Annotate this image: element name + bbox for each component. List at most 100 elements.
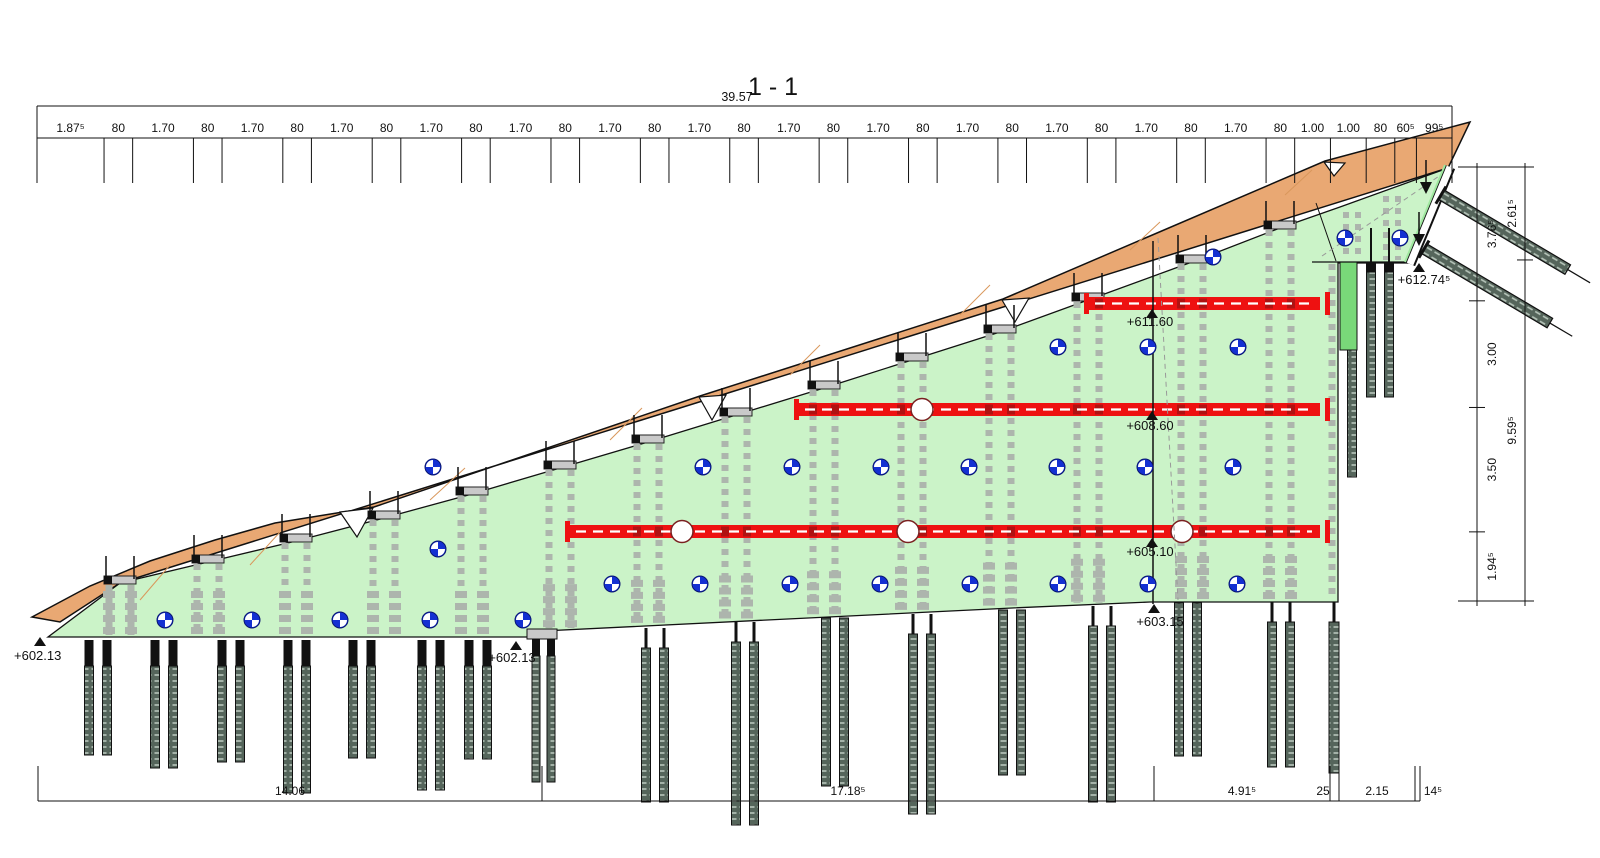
pile-head [301, 640, 311, 666]
dimension-label: 80 [290, 121, 304, 135]
foundation-pile [1267, 621, 1277, 768]
survey-sphere-part [1051, 577, 1058, 584]
survey-sphere-part [523, 620, 530, 627]
pile-head [235, 640, 245, 666]
strut-joint-circle [670, 519, 694, 544]
foundation-pile [1016, 609, 1026, 776]
survey-sphere-part [873, 577, 880, 584]
survey-sphere-icon [872, 458, 890, 476]
terrain-hatch-line [959, 284, 991, 316]
dimension-label: 80 [916, 121, 930, 135]
survey-sphere-part [1226, 460, 1233, 467]
survey-sphere-part [1050, 460, 1057, 467]
survey-sphere-icon [1139, 575, 1157, 593]
top-total-dimension: 39.57 [721, 90, 752, 104]
foundation-pile [417, 665, 427, 791]
dimension-label: 1.70 [420, 121, 444, 135]
dimension-label: 80 [112, 121, 126, 135]
strut-pile-joint [831, 404, 839, 415]
survey-sphere-icon [871, 575, 889, 593]
foundation-pile [435, 665, 445, 791]
pile-head [1366, 263, 1376, 272]
dimension-label: 2.61⁵ [1505, 199, 1519, 227]
survey-sphere-part [1238, 347, 1245, 354]
survey-sphere-part [963, 577, 970, 584]
foundation-pile [168, 665, 178, 769]
dimension-label: 14⁵ [1424, 784, 1442, 798]
survey-sphere-icon [156, 611, 174, 629]
pile-head [102, 640, 112, 666]
foundation-pile [821, 617, 831, 787]
survey-sphere-part [1057, 467, 1064, 474]
strut-end-cap [1325, 398, 1330, 421]
pile-cap-anchor [1264, 221, 1272, 229]
excavation-boundary-dashed [1157, 237, 1179, 601]
pile-cap-anchor [456, 487, 464, 495]
survey-sphere-part [1393, 231, 1400, 238]
survey-sphere-part [1230, 577, 1237, 584]
pile-head [482, 640, 492, 666]
strut-joint-circle [896, 519, 920, 544]
dimension-label: 99⁵ [1425, 121, 1443, 135]
pile-cap-anchor [544, 461, 552, 469]
dimension-label: 1.70 [866, 121, 890, 135]
dimension-label: 1.70 [688, 121, 712, 135]
survey-sphere-part [158, 613, 165, 620]
survey-sphere-part [1148, 347, 1155, 354]
pile-cap-anchor [632, 435, 640, 443]
elevation-triangle [34, 637, 46, 646]
survey-sphere-part [433, 467, 440, 474]
survey-sphere-part [1206, 250, 1213, 257]
foundation-pile [531, 655, 541, 783]
strut-end-cap [1325, 292, 1330, 315]
pile-head [547, 639, 555, 656]
elevation-triangle [1413, 263, 1425, 272]
elevation-triangle [510, 641, 522, 650]
dimension-label: 14.06 [275, 784, 305, 798]
survey-sphere-part [783, 577, 790, 584]
foundation-pile [1384, 271, 1394, 398]
terrain-hatch-line [1284, 169, 1313, 196]
anchor-head-plate [1417, 239, 1431, 259]
dimension-label: 9.59⁵ [1505, 416, 1519, 444]
foundation-pile [102, 665, 112, 756]
survey-sphere-icon [1136, 458, 1154, 476]
survey-sphere-icon [424, 458, 442, 476]
elevation-label: +611.60 [1127, 314, 1173, 329]
dimension-label: 1.70 [330, 121, 354, 135]
survey-sphere-part [1231, 340, 1238, 347]
dimension-label: 80 [201, 121, 215, 135]
pile-cap-anchor [368, 511, 376, 519]
anchor-head-plate [1434, 185, 1448, 205]
dimension-label: 80 [1374, 121, 1388, 135]
dimension-label: 80 [559, 121, 573, 135]
terrain-notch [698, 394, 728, 422]
survey-sphere-part [1138, 460, 1145, 467]
elevation-label: +602.13 [14, 648, 61, 663]
pile-head [217, 640, 227, 666]
foundation-pile [926, 633, 936, 815]
foundation-pile [908, 633, 918, 815]
survey-sphere-part [612, 584, 619, 591]
survey-sphere-part [340, 620, 347, 627]
dimension-label: 80 [827, 121, 841, 135]
survey-sphere-part [1051, 340, 1058, 347]
foundation-pile [1328, 621, 1340, 774]
terrain-notch [1000, 297, 1031, 324]
strut-pile-joint [1095, 526, 1103, 537]
dimension-label: 80 [648, 121, 662, 135]
concrete-pad [526, 628, 558, 640]
foundation-pile [1088, 625, 1098, 803]
strut-pile-joint [985, 404, 993, 415]
foundation-pile [659, 647, 669, 803]
dimension-label: 1.70 [151, 121, 175, 135]
survey-sphere-icon [1048, 458, 1066, 476]
survey-sphere-part [1145, 467, 1152, 474]
strut-joint-circle [910, 397, 934, 422]
pile-cap-anchor [1072, 293, 1080, 301]
elevation-label: +608.60 [1126, 418, 1173, 433]
survey-sphere-part [605, 577, 612, 584]
survey-sphere-part [245, 613, 252, 620]
